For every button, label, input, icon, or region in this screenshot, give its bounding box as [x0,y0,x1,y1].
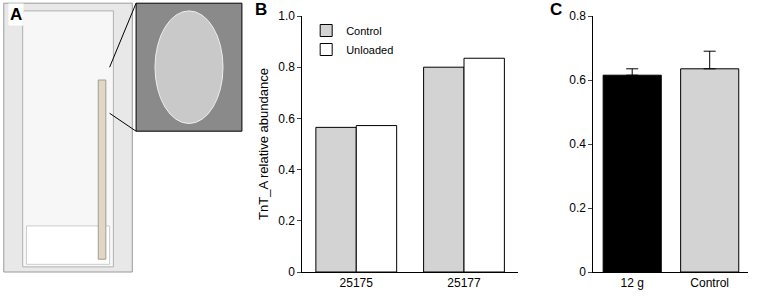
svg-text:TnT_A relative abundance: TnT_A relative abundance [256,68,271,220]
svg-text:0.2: 0.2 [278,214,295,228]
svg-text:0.4: 0.4 [278,163,295,177]
svg-text:1.0: 1.0 [278,9,295,23]
svg-text:0.6: 0.6 [278,112,295,126]
svg-text:Unloaded: Unloaded [346,44,393,56]
svg-text:C: C [550,0,562,19]
svg-text:0.8: 0.8 [278,60,295,74]
svg-text:0: 0 [288,265,295,279]
svg-text:0: 0 [579,265,586,279]
svg-text:0.4: 0.4 [569,137,586,151]
svg-text:B: B [255,0,267,19]
svg-text:Control: Control [690,276,729,290]
svg-text:Control: Control [346,25,381,37]
svg-text:0.6: 0.6 [569,73,586,87]
svg-text:25177: 25177 [447,276,481,290]
svg-text:25175: 25175 [340,276,374,290]
svg-text:0.2: 0.2 [569,201,586,215]
svg-text:0.8: 0.8 [569,9,586,23]
svg-text:12 g: 12 g [621,276,644,290]
svg-text:A: A [10,5,22,24]
